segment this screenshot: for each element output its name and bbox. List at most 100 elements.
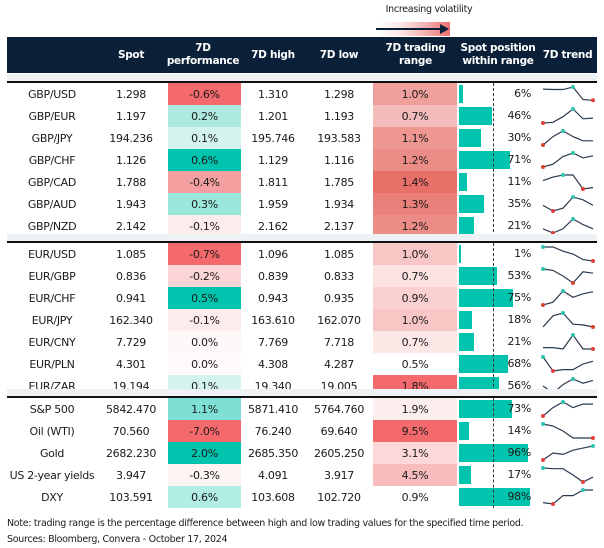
instrument-name: EUR/PLN (29, 357, 75, 371)
performance-cell: -0.4% (168, 171, 241, 193)
spot-value: 1.788 (116, 175, 146, 189)
spot-position-cell: 6% (459, 83, 531, 105)
spot-position-bar (459, 245, 461, 263)
sparkline-min-marker (540, 414, 545, 418)
sparkline (540, 289, 593, 307)
header-performance: 7D performance (166, 42, 240, 67)
sparkline-line (542, 108, 593, 124)
performance-cell: 2.0% (168, 442, 241, 464)
high-value: 103.608 (251, 490, 295, 504)
spot-position-bar (459, 195, 485, 213)
spot-position-label: 53% (507, 269, 531, 282)
trend-cell (538, 331, 597, 353)
trend-cell (538, 105, 597, 127)
spot-value: 1.197 (116, 109, 146, 123)
spot-value: 7.729 (116, 335, 146, 349)
spot-position-label: 75% (507, 291, 531, 304)
spot-position-bar (459, 151, 511, 169)
low-value: 3.917 (324, 468, 354, 482)
volatility-legend: Increasing volatility (376, 4, 488, 36)
low-value: 69.640 (320, 424, 358, 438)
performance-cell: 0.0% (168, 331, 241, 353)
sparkline (542, 333, 595, 351)
table-header: Spot 7D performance 7D high 7D low 7D trading… (7, 37, 597, 73)
group-divider (7, 81, 597, 83)
sparkline (542, 173, 593, 191)
header-name (7, 37, 97, 73)
spot-position-label: 6% (514, 87, 531, 100)
sparkline-line (542, 467, 593, 483)
spot-value: 162.340 (109, 313, 153, 327)
spot-position-bar (459, 355, 508, 373)
spot-position-cell: 1% (459, 243, 531, 265)
spot-position-cell: 14% (459, 420, 531, 442)
sparkline-max-marker (560, 311, 565, 315)
instrument-name: EUR/GBP (28, 269, 76, 283)
performance-cell: -0.3% (168, 464, 241, 486)
low-value: 0.833 (324, 269, 354, 283)
instrument-name: US 2-year yields (9, 468, 95, 482)
trend-cell (538, 83, 597, 105)
table-row: GBP/CAD 1.788 -0.4% 1.811 1.785 1.4% 11% (7, 171, 597, 193)
trading-range-cell: 3.1% (373, 442, 457, 464)
trading-range-cell: 1.0% (373, 83, 457, 105)
spot-position-bar (459, 217, 475, 235)
performance-cell: -0.1% (168, 215, 241, 237)
performance-cell: -0.7% (168, 243, 241, 265)
spot-position-label: 1% (514, 247, 531, 260)
spot-position-label: 30% (507, 131, 531, 144)
sparkline-min-marker (540, 165, 545, 169)
spot-value: 0.836 (116, 269, 146, 283)
performance-cell: 0.1% (168, 127, 241, 149)
sparkline-max-marker (540, 245, 545, 249)
table-row: EUR/GBP 0.836 -0.2% 0.839 0.833 0.7% 53% (7, 265, 597, 287)
sparkline-min-marker (550, 502, 555, 506)
midpoint-line (493, 83, 494, 237)
instrument-name: GBP/EUR (28, 109, 76, 123)
sparkline-min-marker (540, 121, 545, 125)
trading-range-cell: 1.2% (373, 149, 457, 171)
trend-cell (538, 398, 597, 420)
spot-position-label: 71% (507, 153, 531, 166)
low-value: 1.193 (324, 109, 354, 123)
instrument-name: GBP/AUD (27, 197, 77, 211)
spot-position-bar (459, 400, 512, 418)
sparkline-min-marker (590, 347, 595, 351)
sparkline-line (542, 401, 593, 417)
high-value: 1.959 (258, 197, 288, 211)
sparkline (542, 311, 595, 329)
spot-value: 4.301 (116, 357, 146, 371)
trend-cell (538, 309, 597, 331)
trading-range-cell: 0.7% (373, 265, 457, 287)
trading-range-cell: 1.1% (373, 127, 457, 149)
sparkline-max-marker (540, 422, 545, 426)
sparkline-max-marker (560, 129, 565, 133)
spot-value: 2682.230 (105, 446, 157, 460)
spot-position-label: 14% (507, 424, 531, 437)
instrument-name: S&P 500 (29, 402, 75, 416)
sources: Sources: Bloomberg, Convera - October 17… (7, 534, 228, 545)
sparkline-max-marker (570, 377, 575, 381)
sparkline-line (542, 423, 593, 439)
trading-range-cell: 0.5% (373, 353, 457, 375)
spot-position-label: 18% (507, 313, 531, 326)
low-value: 1.785 (324, 175, 354, 189)
high-value: 1.811 (258, 175, 288, 189)
sparkline-max-marker (590, 444, 595, 448)
sparkline-max-marker (570, 333, 575, 337)
trend-cell (538, 171, 597, 193)
spot-position-cell: 96% (459, 442, 531, 464)
spot-position-bar (459, 311, 472, 329)
performance-cell: 0.3% (168, 193, 241, 215)
sparkline-line (542, 333, 593, 350)
sparkline-line (542, 290, 593, 306)
sparkline-max-marker (570, 85, 575, 89)
sparkline-max-marker (570, 151, 575, 155)
trend-cell (538, 486, 597, 508)
high-value: 5871.410 (247, 402, 299, 416)
sparkline-min-marker (550, 369, 555, 373)
table-row: S&P 500 5842.470 1.1% 5871.410 5764.760 1.9% 7… (7, 398, 597, 420)
spot-value: 1.298 (116, 87, 146, 101)
high-value: 1.310 (258, 87, 288, 101)
spot-position-cell: 21% (459, 215, 531, 237)
